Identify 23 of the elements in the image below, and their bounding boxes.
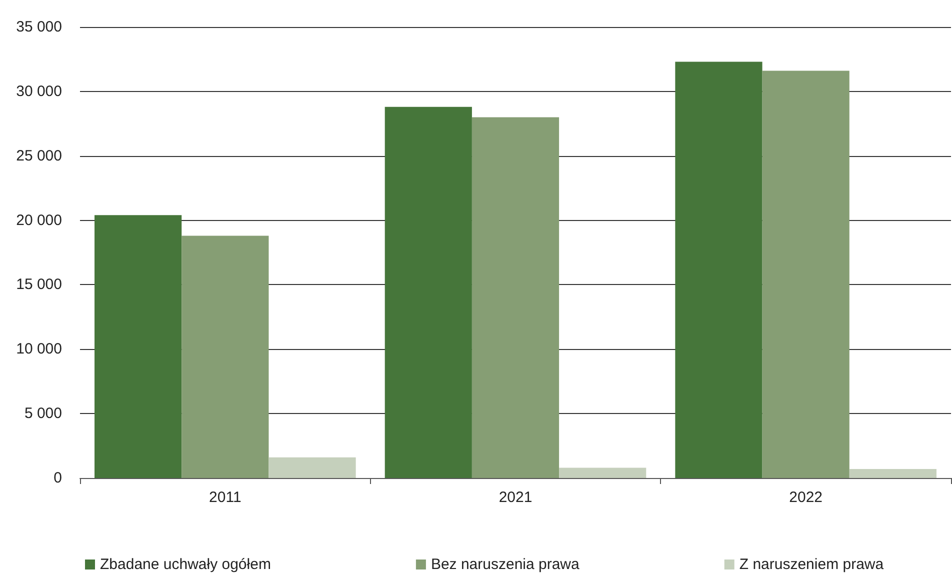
y-tick-label: 0 bbox=[54, 470, 62, 486]
bar bbox=[559, 468, 646, 478]
y-tick-label: 20 000 bbox=[16, 212, 62, 229]
legend-label: Z naruszeniem prawa bbox=[739, 556, 884, 573]
bar bbox=[94, 215, 182, 478]
y-tick-label: 30 000 bbox=[16, 82, 62, 100]
bar bbox=[182, 236, 269, 478]
y-tick-label: 35 000 bbox=[16, 18, 62, 36]
bar bbox=[849, 468, 936, 478]
bar bbox=[268, 457, 356, 478]
y-tick-label: 15 000 bbox=[16, 276, 62, 294]
bar bbox=[675, 62, 762, 478]
bar bbox=[472, 117, 560, 478]
x-tick-label: 2011 bbox=[209, 489, 242, 506]
legend-label: Bez naruszenia prawa bbox=[430, 556, 580, 573]
bar bbox=[762, 70, 850, 478]
x-tick-label: 2022 bbox=[789, 489, 823, 506]
y-tick-label: 25 000 bbox=[16, 147, 62, 164]
y-tick-label: 10 000 bbox=[16, 340, 62, 358]
y-tick-label: 5 000 bbox=[24, 405, 62, 422]
x-tick-label: 2021 bbox=[498, 489, 532, 506]
bar bbox=[384, 106, 472, 478]
legend-label: Zbadane uchwały ogółem bbox=[100, 556, 271, 573]
